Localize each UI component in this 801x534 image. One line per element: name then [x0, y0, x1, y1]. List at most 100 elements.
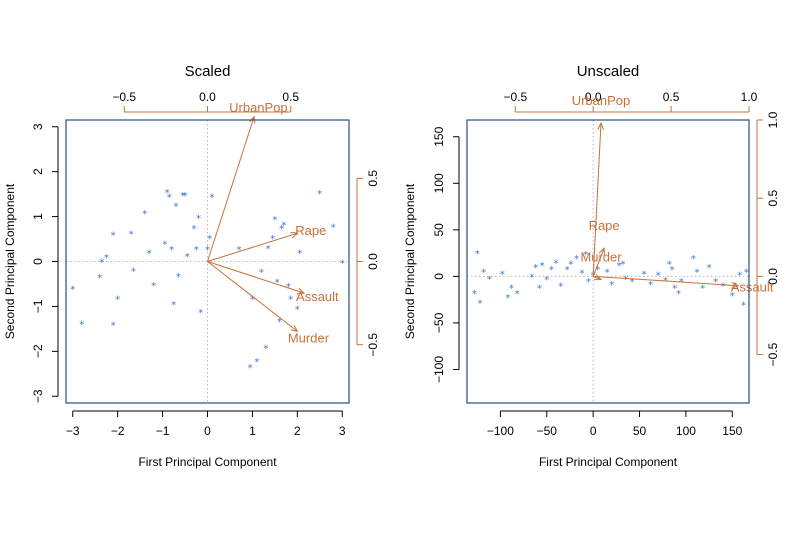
data-point: * — [537, 284, 542, 295]
loading-label-urbanpop: UrbanPop — [229, 100, 288, 115]
loading-arrow-urbanpop — [207, 116, 255, 262]
data-point: * — [549, 265, 554, 276]
loading-vectors: UrbanPop Rape Assault Murder — [207, 100, 339, 346]
data-point: * — [700, 284, 705, 295]
x-tick-label: −1 — [156, 424, 170, 438]
data-point: * — [275, 278, 280, 289]
top-tick-label: −0.5 — [112, 90, 136, 104]
data-point: * — [670, 265, 675, 276]
data-point: * — [744, 268, 749, 279]
top-tick-label: −0.5 — [503, 90, 527, 104]
x-axis-top-loading: −0.5 0.0 0.5 1.0 — [503, 90, 758, 113]
data-point: * — [209, 192, 214, 203]
x-axis-label: First Principal Component — [138, 455, 277, 469]
top-tick-label: 0.0 — [199, 90, 216, 104]
data-point: * — [595, 265, 600, 276]
x-axis-bottom: −3 −2 −1 0 1 2 3 — [66, 410, 346, 438]
x-tick-label: 3 — [339, 424, 346, 438]
unscaled-biplot-panel: Unscaled First Principal Component Second … — [403, 63, 780, 469]
data-point: * — [266, 244, 271, 255]
y-tick-label: 100 — [432, 173, 446, 193]
data-point: * — [623, 274, 628, 285]
y-tick-label: 3 — [31, 123, 45, 130]
y-tick-label: −2 — [31, 344, 45, 358]
y-tick-label: 0 — [31, 258, 45, 265]
data-point: * — [129, 230, 134, 241]
right-tick-label: 0.5 — [366, 170, 380, 187]
loading-arrowhead-murder — [593, 274, 603, 281]
data-point: * — [171, 300, 176, 311]
data-point: * — [586, 277, 591, 288]
data-point: * — [481, 268, 486, 279]
y-axis-right-loading: −0.5 0.0 0.5 1.0 — [756, 111, 780, 366]
data-point: * — [505, 293, 510, 304]
data-point: * — [176, 272, 181, 283]
loading-label-assault: Assault — [296, 289, 339, 304]
data-point: * — [707, 263, 712, 274]
x-tick-label: −2 — [111, 424, 125, 438]
y-tick-label: 2 — [31, 168, 45, 175]
data-point: * — [151, 281, 156, 292]
data-point: * — [620, 259, 625, 270]
top-tick-label: 0.5 — [282, 90, 299, 104]
y-axis-right-loading: −0.5 0.0 0.5 — [356, 170, 380, 357]
data-point: * — [529, 272, 534, 283]
data-point: * — [580, 269, 585, 280]
y-tick-label: 50 — [432, 223, 446, 237]
y-axis-label: Second Principal Component — [403, 183, 417, 339]
data-point: * — [180, 191, 185, 202]
data-point: * — [192, 224, 197, 235]
y-tick-label: 150 — [432, 126, 446, 146]
data-point: * — [248, 363, 253, 374]
y-axis-left: −100 −50 0 50 100 150 — [432, 126, 460, 383]
right-tick-label: −0.5 — [366, 333, 380, 357]
loading-label-rape: Rape — [589, 218, 620, 233]
panel-title: Unscaled — [577, 63, 640, 80]
data-point: * — [477, 298, 482, 309]
data-point: * — [169, 245, 174, 256]
data-point: * — [691, 254, 696, 265]
y-axis-label: Second Principal Component — [3, 183, 17, 339]
data-point: * — [115, 294, 120, 305]
data-point: * — [568, 259, 573, 270]
right-tick-label: 0.0 — [766, 268, 780, 285]
y-tick-label: −1 — [31, 299, 45, 313]
data-point: * — [605, 268, 610, 279]
data-point: * — [205, 245, 210, 256]
loading-arrow-assault — [207, 261, 305, 294]
data-point: * — [270, 234, 275, 245]
y-tick-label: 1 — [31, 213, 45, 220]
loading-label-murder: Murder — [288, 331, 330, 346]
right-tick-label: 0.5 — [766, 190, 780, 207]
data-point: * — [540, 261, 545, 272]
score-points: ****************************************… — [70, 188, 345, 374]
data-point: * — [131, 266, 136, 277]
loading-arrowhead-urbanpop — [597, 121, 604, 130]
x-tick-label: 150 — [722, 424, 742, 438]
y-axis-left: −3 −2 −1 0 1 2 3 — [31, 123, 59, 403]
data-point: * — [472, 289, 477, 300]
top-tick-label: 0.5 — [663, 90, 680, 104]
data-point: * — [656, 271, 661, 282]
data-point: * — [648, 280, 653, 291]
x-axis-top-loading: −0.5 0.0 0.5 — [112, 90, 299, 113]
data-point: * — [254, 357, 259, 368]
loading-label-murder: Murder — [580, 249, 622, 264]
data-point: * — [272, 215, 277, 226]
data-point: * — [111, 320, 116, 331]
top-tick-label: 0.0 — [585, 90, 602, 104]
data-point: * — [97, 273, 102, 284]
data-point: * — [162, 240, 167, 251]
loading-arrowhead-rape — [290, 231, 299, 239]
scaled-biplot-panel: Scaled First Principal Component Second Pr… — [3, 63, 380, 469]
data-point: * — [174, 201, 179, 212]
data-point: * — [630, 277, 635, 288]
data-point: * — [167, 192, 172, 203]
data-point: * — [741, 300, 746, 311]
y-tick-label: 0 — [432, 273, 446, 280]
data-point: * — [515, 289, 520, 300]
data-point: * — [194, 245, 199, 256]
data-point: * — [533, 263, 538, 274]
data-point: * — [277, 317, 282, 328]
